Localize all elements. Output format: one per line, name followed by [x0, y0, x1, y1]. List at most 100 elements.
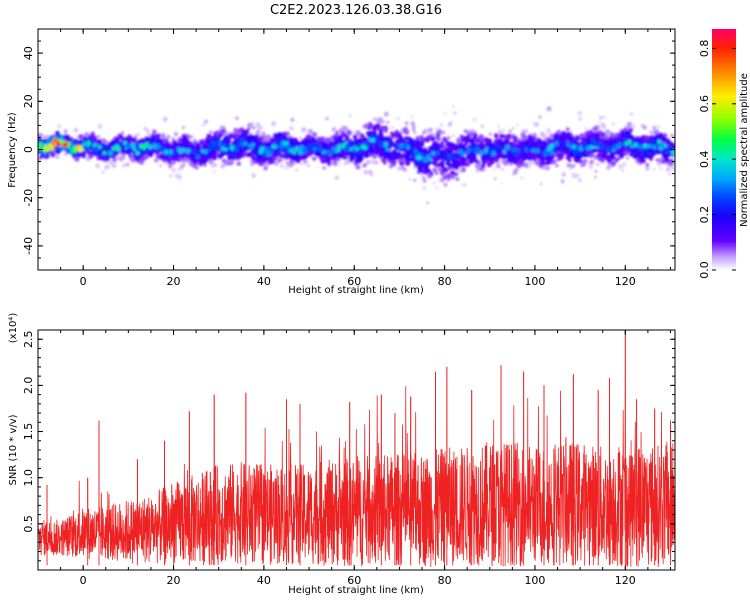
spectrogram-peak	[207, 148, 211, 152]
spectrogram-cell	[325, 117, 329, 121]
spectrogram-cell	[442, 145, 445, 149]
spectrogram-cell	[655, 129, 660, 134]
spectrogram-cell	[596, 163, 600, 167]
snr-ytick-label: 1.5	[22, 423, 35, 441]
spectrogram-cell	[367, 126, 371, 130]
spectrogram-cell	[404, 121, 409, 125]
spectrogram-cell	[439, 123, 444, 127]
spectrogram-cell	[446, 135, 451, 141]
spectrogram-cell	[434, 171, 439, 175]
spectrogram-ytick-label: 40	[22, 46, 35, 60]
spectrogram-cell	[203, 163, 207, 167]
spectrogram-cell	[568, 167, 572, 171]
spectrogram-cell	[363, 170, 368, 175]
spectrogram-cell	[181, 158, 186, 162]
spectrogram-cell	[322, 166, 327, 170]
spectrogram-cell	[332, 161, 338, 167]
spectrogram-cell	[378, 128, 384, 134]
spectrogram-cell	[53, 132, 56, 136]
spectrogram-cell	[626, 121, 633, 128]
snr-ytick-label: 1.0	[22, 469, 35, 487]
spectrogram-cell	[338, 153, 344, 159]
snr-xtick-label: 40	[257, 574, 271, 587]
spectrogram-xlabel: Height of straight line (km)	[288, 285, 424, 296]
spectrogram-cell	[98, 141, 102, 145]
snr-ytick-label: 2.5	[22, 330, 35, 348]
colorbar-tick-label: 0.0	[698, 261, 711, 279]
spectrogram-cell	[282, 133, 287, 137]
snr-line	[38, 330, 675, 568]
spectrogram-cell	[602, 125, 607, 130]
spectrogram-cell	[429, 172, 434, 176]
spectrogram-peak	[617, 142, 623, 147]
spectrogram-cell	[383, 111, 389, 117]
spectrogram-cell	[57, 147, 61, 151]
spectrogram-cell	[420, 140, 425, 145]
spectrogram-cell	[338, 163, 341, 166]
spectrogram-cell	[501, 128, 506, 133]
colorbar-tick-label: 0.6	[698, 95, 711, 113]
spectrogram-cell	[643, 135, 649, 141]
spectrogram-cell	[90, 131, 95, 137]
spectrogram-xtick-label: 120	[615, 275, 636, 288]
spectrogram-cell	[352, 134, 358, 140]
spectrogram-peak	[102, 151, 107, 155]
spectrogram-cell	[656, 161, 662, 167]
spectrogram-cell	[284, 166, 288, 170]
spectrogram-cell	[300, 163, 303, 166]
spectrogram-cell	[252, 126, 256, 130]
spectrogram-xtick-label: 100	[524, 275, 545, 288]
spectrogram-cell	[363, 163, 367, 167]
spectrogram-cell	[307, 164, 310, 168]
spectrogram-cell	[448, 122, 452, 126]
spectrogram-cell	[460, 167, 466, 173]
spectrogram-cell	[336, 157, 341, 162]
spectrogram-cell	[493, 177, 498, 181]
spectrogram-cell	[201, 140, 207, 145]
spectrogram-peak	[365, 141, 369, 146]
spectrogram-cell	[225, 160, 229, 164]
spectrogram-cell	[45, 134, 50, 139]
spectrogram-peak	[592, 141, 597, 146]
spectrogram-cell	[422, 178, 427, 183]
spectrogram-cell	[495, 163, 501, 168]
spectrogram-peak	[497, 145, 502, 150]
spectrogram-cell	[596, 125, 601, 129]
spectrogram-cell	[307, 128, 313, 134]
spectrogram-cell	[635, 136, 640, 141]
spectrogram-cell	[653, 168, 656, 171]
spectrogram-peak	[243, 141, 247, 146]
spectrogram-peak	[486, 154, 491, 159]
spectrogram-peak	[135, 150, 140, 156]
spectrogram-cell	[374, 160, 379, 165]
spectrogram-cell	[212, 153, 217, 158]
spectrogram-cell	[171, 168, 176, 172]
spectrogram-peak	[554, 141, 559, 146]
spectrogram-cell	[621, 161, 627, 167]
spectrogram-cell	[295, 168, 298, 172]
spectrogram-cell	[46, 154, 50, 159]
spectrogram-cell	[373, 129, 377, 133]
spectrogram-cell	[621, 168, 624, 172]
spectrogram-cell	[571, 163, 576, 168]
spectrogram-cell	[561, 172, 566, 177]
spectrogram-cell	[255, 130, 260, 135]
spectrogram-cell	[97, 135, 101, 138]
spectrogram-cell	[133, 134, 137, 139]
spectrogram-peak	[571, 144, 577, 150]
spectrogram-cell	[412, 128, 416, 132]
spectrogram-cell	[50, 152, 56, 158]
spectrogram-peak	[259, 146, 266, 152]
spectrogram-cell	[421, 131, 426, 135]
spectrogram-peak	[535, 148, 540, 153]
spectrogram-cell	[174, 132, 178, 137]
spectrogram-cell	[625, 156, 629, 160]
spectrogram-peak	[273, 144, 278, 149]
spectrogram-cell	[313, 133, 317, 137]
spectrogram-ytick-label: -20	[22, 189, 35, 207]
spectrogram-cell	[212, 170, 216, 174]
snr-xtick-label: 120	[615, 574, 636, 587]
spectrogram-peak	[344, 144, 348, 149]
spectrogram-xtick-label: 80	[438, 275, 452, 288]
